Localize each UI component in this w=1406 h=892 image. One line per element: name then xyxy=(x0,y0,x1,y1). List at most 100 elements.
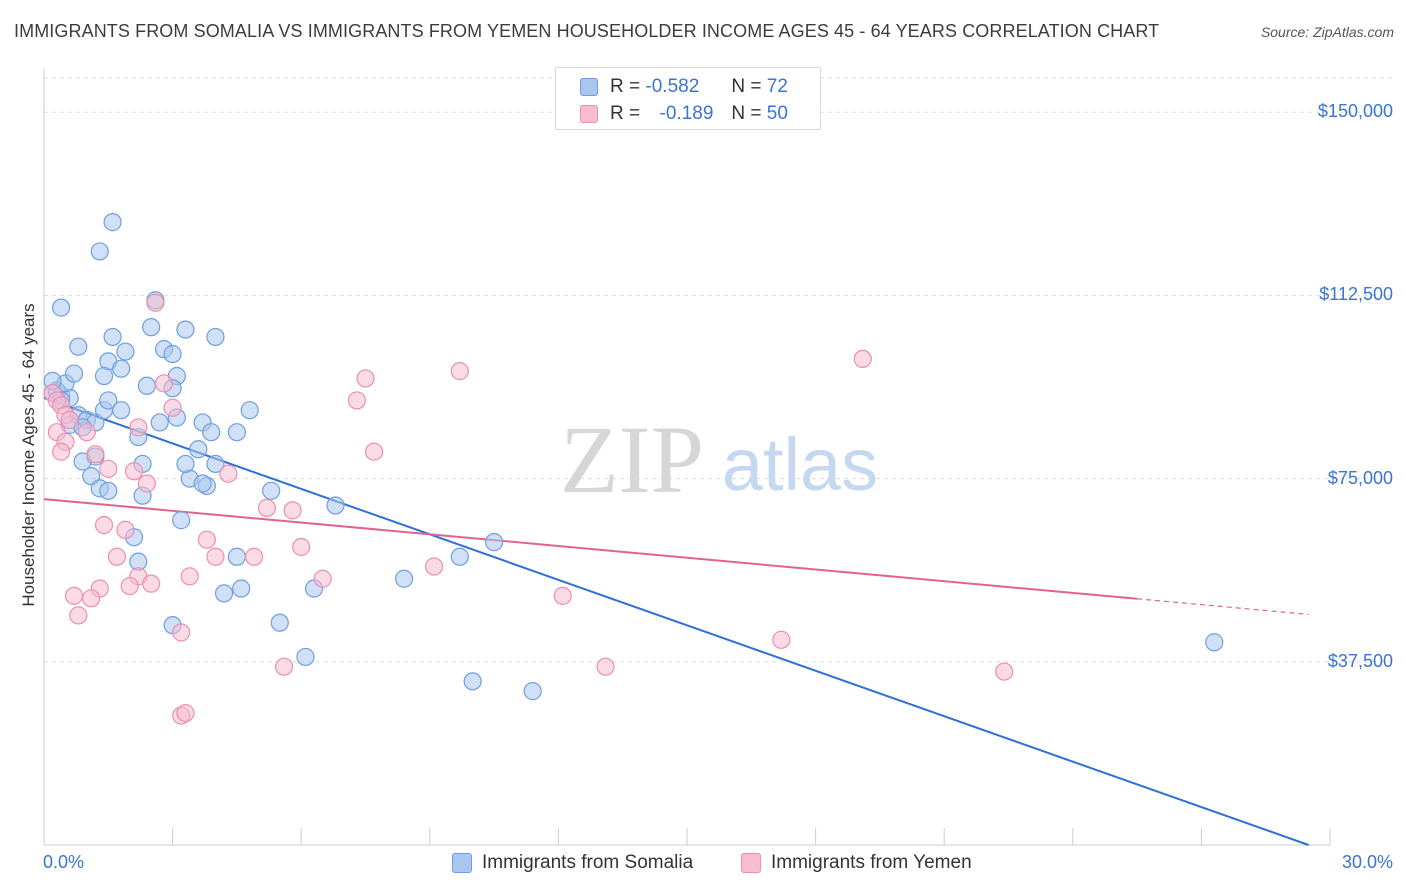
legend-row-somalia: R = -0.582 N = 72 xyxy=(580,75,788,99)
y-tick-label: $150,000 xyxy=(1317,101,1393,122)
data-point-yemen xyxy=(172,623,191,642)
data-point-yemen xyxy=(69,606,88,625)
data-point-somalia xyxy=(270,613,289,632)
data-point-yemen xyxy=(116,520,135,539)
series-legend: Immigrants from Somalia Immigrants from … xyxy=(0,852,1406,878)
data-point-somalia xyxy=(172,511,191,530)
legend-swatch-somalia xyxy=(580,78,598,96)
data-point-somalia xyxy=(193,474,212,493)
data-point-yemen xyxy=(137,474,156,493)
data-point-yemen xyxy=(244,547,264,566)
trend-line-somalia xyxy=(43,397,1309,846)
data-point-yemen xyxy=(180,567,199,586)
data-point-somalia xyxy=(450,547,469,566)
data-point-somalia xyxy=(69,337,88,356)
data-point-somalia xyxy=(1205,633,1224,652)
legend-label-somalia: Immigrants from Somalia xyxy=(482,852,694,873)
data-point-somalia xyxy=(206,327,225,347)
data-point-yemen xyxy=(142,574,161,593)
source-label: Source: ZipAtlas.com xyxy=(1260,24,1394,40)
watermark-zip: ZIP xyxy=(560,406,704,513)
data-point-yemen xyxy=(257,498,277,518)
legend-item-yemen: Immigrants from Yemen xyxy=(741,852,972,874)
data-point-yemen xyxy=(292,537,311,557)
data-point-somalia xyxy=(523,682,542,701)
x-tick-label-min: 0.0% xyxy=(43,852,85,872)
data-point-somalia xyxy=(103,327,122,347)
grid-lines xyxy=(44,77,1395,663)
data-point-somalia xyxy=(163,344,182,364)
data-point-yemen xyxy=(283,501,302,520)
y-tick-label: $37,500 xyxy=(1327,650,1393,671)
data-point-somalia xyxy=(99,391,118,410)
legend-swatch-yemen xyxy=(580,105,598,123)
data-point-somalia xyxy=(103,213,122,232)
data-point-somalia xyxy=(296,647,315,667)
data-point-somalia xyxy=(485,533,504,552)
trend-line-yemen xyxy=(43,498,1138,600)
data-point-yemen xyxy=(77,423,96,442)
data-point-yemen xyxy=(176,703,195,723)
data-point-somalia xyxy=(137,376,156,395)
data-point-yemen xyxy=(356,369,375,388)
data-point-somalia xyxy=(99,481,118,500)
data-point-somalia xyxy=(90,242,109,261)
stats-legend: R = -0.582 N = 72 R = -0.189 N = 50 xyxy=(555,67,821,130)
data-point-yemen xyxy=(129,418,148,437)
data-point-yemen xyxy=(146,293,165,312)
data-point-somalia xyxy=(176,320,195,339)
data-point-yemen xyxy=(197,530,216,549)
legend-row-yemen: R = -0.189 N = 50 xyxy=(580,102,788,126)
y-tick-label: $75,000 xyxy=(1327,467,1393,488)
data-point-yemen xyxy=(424,557,444,576)
data-point-yemen xyxy=(154,374,174,393)
data-point-yemen xyxy=(274,657,294,676)
y-axis-title: Householder Income Ages 45 - 64 years xyxy=(19,303,38,607)
data-point-somalia xyxy=(463,672,482,691)
data-point-yemen xyxy=(772,630,791,649)
x-tick-label-max: 30.0% xyxy=(1341,852,1393,872)
data-point-yemen xyxy=(995,662,1014,681)
legend-swatch-yemen xyxy=(741,853,761,873)
data-point-yemen xyxy=(853,349,872,369)
legend-swatch-somalia xyxy=(452,853,472,873)
data-point-somalia xyxy=(202,423,221,442)
data-point-somalia xyxy=(206,454,225,474)
data-point-somalia xyxy=(232,579,251,598)
trend-line-extension xyxy=(1137,598,1309,616)
data-point-yemen xyxy=(347,391,367,410)
data-point-somalia xyxy=(189,440,208,459)
data-point-somalia xyxy=(240,401,259,420)
legend-r-value: -0.189 xyxy=(659,103,714,124)
y-tick-label: $112,500 xyxy=(1319,284,1393,305)
data-point-yemen xyxy=(82,589,101,608)
data-point-somalia xyxy=(52,298,71,317)
data-point-yemen xyxy=(124,462,144,481)
data-point-somalia xyxy=(116,342,135,361)
data-point-somalia xyxy=(262,481,281,500)
legend-r-label: R = xyxy=(610,76,641,97)
axes xyxy=(43,68,1331,846)
data-point-yemen xyxy=(94,515,114,535)
data-point-yemen xyxy=(450,362,469,381)
legend-r-value: -0.582 xyxy=(645,76,700,97)
data-point-yemen xyxy=(107,547,126,566)
data-point-yemen xyxy=(313,569,332,588)
data-point-yemen xyxy=(163,398,182,417)
data-point-yemen xyxy=(64,586,84,605)
data-point-yemen xyxy=(364,442,384,461)
data-point-yemen xyxy=(52,442,71,461)
data-point-somalia xyxy=(227,547,246,566)
legend-n-label: N = xyxy=(731,76,762,97)
data-point-yemen xyxy=(120,576,139,596)
data-point-somalia xyxy=(64,364,84,383)
chart-title: IMMIGRANTS FROM SOMALIA VS IMMIGRANTS FR… xyxy=(14,21,1160,41)
trend-lines xyxy=(43,397,1309,846)
data-point-somalia xyxy=(142,318,161,337)
watermark-atlas: atlas xyxy=(722,423,878,506)
legend-label-yemen: Immigrants from Yemen xyxy=(771,852,972,873)
data-point-yemen xyxy=(219,464,238,483)
legend-item-somalia: Immigrants from Somalia xyxy=(452,852,693,874)
legend-n-value: 72 xyxy=(766,76,788,97)
data-point-yemen xyxy=(86,445,105,464)
